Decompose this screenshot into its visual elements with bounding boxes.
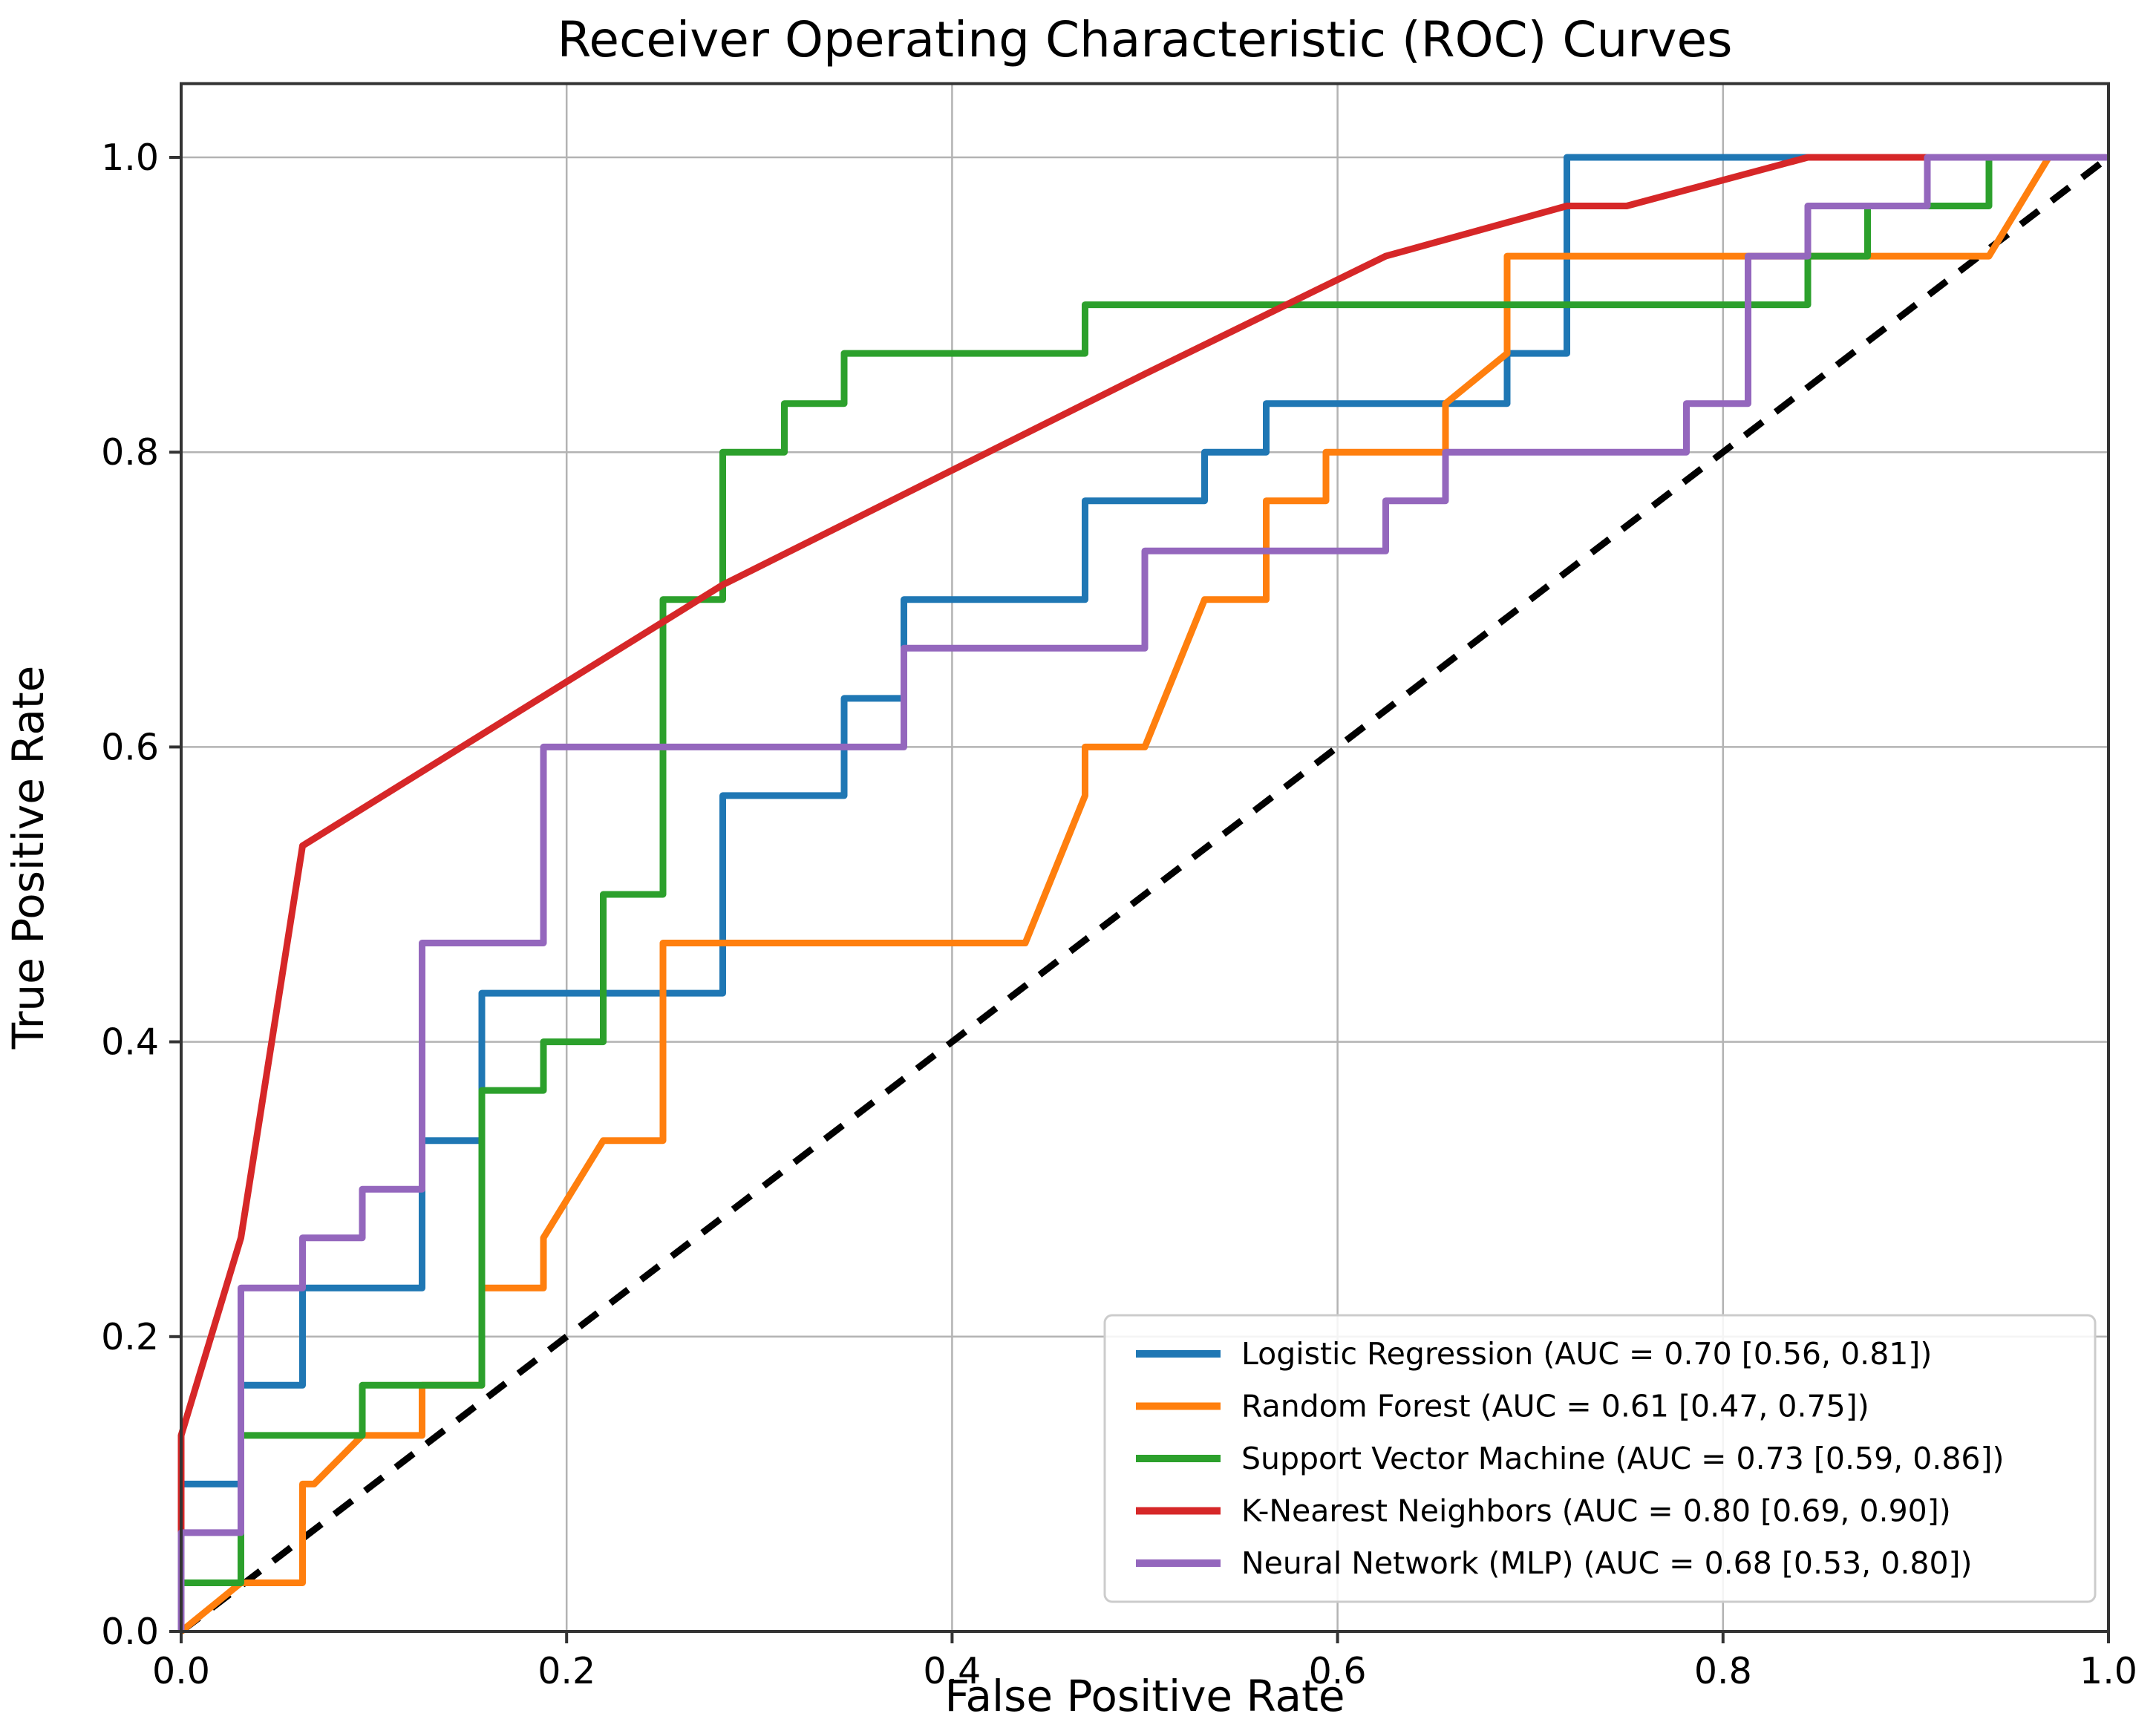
x-tick-label: 0.2 bbox=[538, 1650, 595, 1692]
x-tick-label: 0.4 bbox=[923, 1650, 981, 1692]
y-tick-label: 0.8 bbox=[101, 431, 159, 474]
roc-curve-logistic-regression bbox=[177, 154, 2108, 1631]
legend-item-label: Logistic Regression (AUC = 0.70 [0.56, 0… bbox=[1241, 1336, 1932, 1372]
x-tick-label: 1.0 bbox=[2080, 1650, 2137, 1692]
legend-item-logistic-regression: Logistic Regression (AUC = 0.70 [0.56, 0… bbox=[1136, 1336, 1932, 1372]
y-tick-label: 1.0 bbox=[101, 137, 159, 179]
y-tick-label: 0.2 bbox=[101, 1316, 159, 1358]
y-tick-label: 0.0 bbox=[101, 1611, 159, 1653]
axes-border bbox=[180, 82, 2110, 1634]
chance-diagonal-line bbox=[179, 154, 2111, 1634]
legend-item-support-vector-machine: Support Vector Machine (AUC = 0.73 [0.59… bbox=[1136, 1441, 2005, 1476]
legend-item-label: Support Vector Machine (AUC = 0.73 [0.59… bbox=[1241, 1441, 2005, 1476]
legend-item-label: Neural Network (MLP) (AUC = 0.68 [0.53, … bbox=[1241, 1545, 1973, 1581]
tick-layer: 0.0 0.2 0.4 0.6 0.8 1.0 0.0 0.2 0.4 0.6 0.8 1.0 bbox=[101, 137, 2137, 1692]
y-tick-label: 0.6 bbox=[101, 726, 159, 768]
chart-title: Receiver Operating Characteristic (ROC) … bbox=[558, 11, 1733, 68]
legend-item-label: Random Forest (AUC = 0.61 [0.47, 0.75]) bbox=[1241, 1389, 1869, 1424]
legend-item-label: K-Nearest Neighbors (AUC = 0.80 [0.69, 0… bbox=[1241, 1493, 1951, 1529]
legend-item-random-forest: Random Forest (AUC = 0.61 [0.47, 0.75]) bbox=[1136, 1389, 1869, 1424]
roc-curves-layer bbox=[177, 154, 2111, 1634]
roc-curve-k-nearest-neighbors bbox=[177, 154, 2108, 1631]
y-tick-label: 0.4 bbox=[101, 1021, 159, 1064]
axes-spines-layer bbox=[180, 82, 2110, 1634]
legend: Logistic Regression (AUC = 0.70 [0.56, 0… bbox=[1103, 1314, 2097, 1603]
x-tick-label: 0.0 bbox=[152, 1650, 210, 1692]
x-tick-label: 0.6 bbox=[1309, 1650, 1367, 1692]
x-axis-label: False Positive Rate bbox=[944, 1671, 1345, 1721]
legend-item-k-nearest-neighbors: K-Nearest Neighbors (AUC = 0.80 [0.69, 0… bbox=[1136, 1493, 1951, 1529]
y-axis-label: True Positive Rate bbox=[3, 666, 53, 1050]
x-tick-label: 0.8 bbox=[1694, 1650, 1752, 1692]
roc-curve-support-vector-machine bbox=[177, 154, 2108, 1631]
roc-curve-neural-network-mlp- bbox=[177, 154, 2108, 1631]
legend-box bbox=[1103, 1314, 2097, 1603]
legend-item-neural-network-mlp-: Neural Network (MLP) (AUC = 0.68 [0.53, … bbox=[1136, 1545, 1973, 1581]
